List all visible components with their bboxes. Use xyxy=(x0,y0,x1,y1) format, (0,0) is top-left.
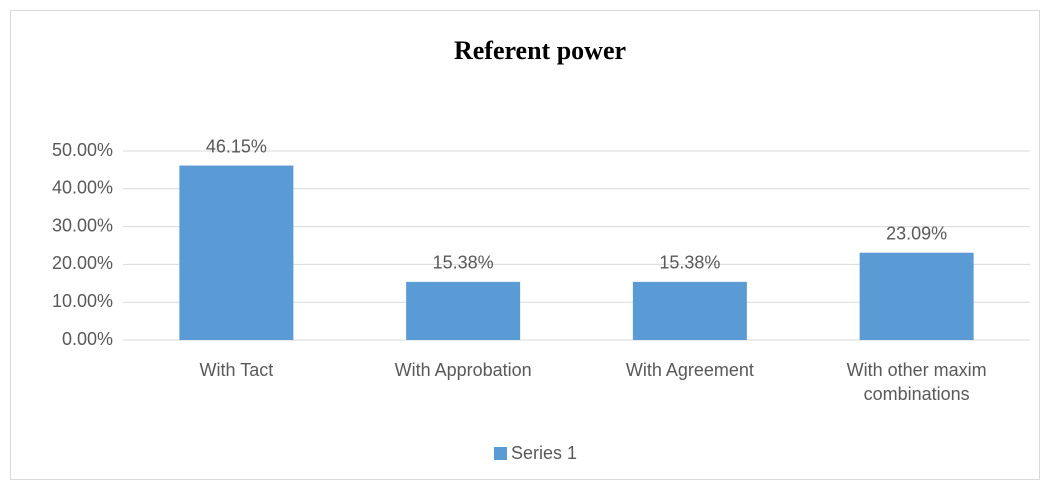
y-tick-label: 10.00% xyxy=(52,291,113,311)
bar xyxy=(179,165,294,340)
legend-swatch xyxy=(494,447,507,460)
data-label: 46.15% xyxy=(206,136,267,156)
data-label: 23.09% xyxy=(886,223,947,243)
x-tick-label: With Agreement xyxy=(625,360,754,380)
data-label: 15.38% xyxy=(433,253,494,273)
y-tick-label: 30.00% xyxy=(52,215,113,235)
data-label: 15.38% xyxy=(659,253,720,273)
chart-frame xyxy=(10,10,1040,480)
bar xyxy=(859,252,974,340)
y-tick-label: 40.00% xyxy=(52,178,113,198)
chart-title: Referent power xyxy=(454,36,626,65)
x-tick-label: With other maxim combinations xyxy=(846,360,987,404)
legend-label: Series 1 xyxy=(511,443,577,463)
y-tick-label: 50.00% xyxy=(52,140,113,160)
x-tick-label: With Approbation xyxy=(394,360,532,380)
bar xyxy=(406,281,521,340)
y-tick-label: 0.00% xyxy=(62,329,113,349)
y-tick-label: 20.00% xyxy=(52,253,113,273)
bar xyxy=(632,281,747,340)
x-tick-label: With Tact xyxy=(199,360,274,380)
